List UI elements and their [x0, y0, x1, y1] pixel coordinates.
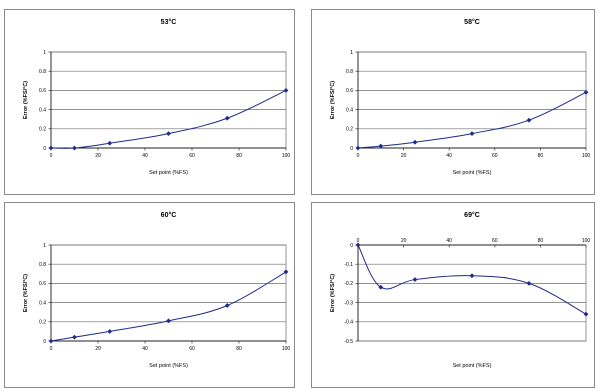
chart-4-ytick-label: -0.2: [344, 281, 353, 287]
chart-4-ylabel: Error (%FS/°C): [330, 274, 336, 312]
chart-4-title: 69°C: [464, 211, 480, 219]
chart-1-data-point: [72, 145, 77, 151]
chart-4-xlabel: Set point (%FS): [453, 363, 492, 369]
chart-1-data-point: [224, 115, 230, 121]
chart-2-series-line: [357, 91, 587, 149]
chart-4-series-line: [357, 244, 587, 315]
chart-1-ytick-label: 0.6: [39, 88, 46, 94]
chart-3-ytick-label: 0.4: [39, 300, 46, 306]
chart-3-ytick-label: 0.6: [39, 281, 46, 287]
chart-4-data-point: [378, 284, 384, 290]
chart-1-xtick-label: 80: [236, 153, 242, 159]
chart-2-data-point: [583, 89, 589, 95]
chart-1-ytick-label: 0.2: [39, 127, 46, 133]
chart-4-ytick-label: -0.3: [344, 300, 353, 306]
chart-panel-4: 69°C -0.5 -0.4 -0.3 -0.2 -0.1 0 0 20 40 60 80 100 Set…: [311, 202, 595, 388]
chart-3-xtick-label: 0: [50, 346, 53, 352]
chart-1-ytick-label: 0.8: [39, 69, 46, 75]
chart-3-title: 60°C: [161, 211, 177, 219]
chart-3-data-point: [283, 269, 289, 275]
chart-1-data-point: [283, 87, 289, 93]
chart-4-ytick-label: -0.5: [344, 339, 353, 345]
chart-2-data-point: [378, 143, 384, 149]
chart-2-ytick-label: 0.4: [346, 107, 353, 113]
chart-1-ytick-label: 0.4: [39, 107, 46, 113]
chart-3-xlabel: Set point (%FS): [149, 363, 188, 369]
chart-4-ytick-label: 0: [350, 243, 353, 249]
chart-4-data-point: [526, 280, 532, 286]
chart-3-xtick-label: 40: [142, 346, 148, 352]
chart-1-xlabel: Set point (%FS): [149, 170, 188, 176]
chart-1-data-point: [166, 131, 171, 137]
chart-2-ytick-label: 0.2: [346, 127, 353, 133]
chart-panel-1: 53°C 0 0.2 0.4 0.6 0.8 1 0 20 40 60 80 100 Set point …: [4, 9, 295, 195]
chart-4-data-point: [355, 242, 361, 248]
chart-1-data-point: [48, 145, 54, 151]
chart-4-xtick-label: 40: [446, 238, 452, 244]
chart-3-xtick-label: 60: [189, 346, 195, 352]
chart-2-xtick-label: 80: [538, 153, 544, 159]
chart-1-xtick-label: 20: [95, 153, 101, 159]
chart-4-ytick-label: -0.4: [344, 320, 353, 326]
chart-3-data-point: [107, 328, 113, 334]
chart-svg-2: 58°C 0 0.2 0.4 0.6 0.8 1 0 20 40 60 80 100 Set point …: [330, 18, 591, 176]
chart-1-ytick-label: 1: [43, 50, 46, 56]
chart-2-ytick-label: 1: [350, 50, 353, 56]
chart-4-data-point: [412, 277, 418, 283]
chart-2-data-point: [526, 117, 532, 123]
chart-2-xtick-label: 60: [492, 153, 498, 159]
chart-3-ytick-label: 0.8: [39, 262, 46, 268]
chart-2-xtick-label: 100: [582, 153, 591, 159]
chart-panel-2: 58°C 0 0.2 0.4 0.6 0.8 1 0 20 40 60 80 100 Set point …: [311, 9, 595, 195]
chart-2-data-point: [469, 131, 475, 137]
chart-2-xtick-label: 40: [446, 153, 452, 159]
chart-svg-1: 53°C 0 0.2 0.4 0.6 0.8 1 0 20 40 60 80 100 Set point …: [23, 18, 291, 176]
chart-1-data-point: [107, 140, 113, 146]
chart-1-ylabel: Error (%FS/°C): [23, 81, 29, 119]
chart-svg-4: 69°C -0.5 -0.4 -0.3 -0.2 -0.1 00 20 40 60 80 100 Set…: [330, 211, 591, 369]
chart-2-xtick-label: 0: [357, 153, 360, 159]
chart-3-xtick-label: 100: [282, 346, 291, 352]
chart-4-data-point: [583, 311, 589, 317]
chart-panel-3: 60°C 0 0.2 0.4 0.6 0.8 1 0 20 40 60 80 100 Set point …: [4, 202, 295, 388]
chart-3-ylabel: Error (%FS/°C): [23, 274, 29, 312]
chart-3-data-point: [166, 318, 171, 324]
chart-2-xlabel: Set point (%FS): [453, 170, 492, 176]
chart-svg-3: 60°C 0 0.2 0.4 0.6 0.8 1 0 20 40 60 80 100 Set point …: [23, 211, 291, 369]
chart-3-xtick-label: 20: [95, 346, 101, 352]
chart-4-xtick-label: 100: [582, 238, 591, 244]
chart-3-ytick-label: 0: [43, 339, 46, 345]
chart-3-data-point: [48, 338, 54, 344]
chart-2-data-point: [355, 145, 361, 151]
chart-2-title: 58°C: [464, 18, 480, 26]
chart-2-ylabel: Error (%FS/°C): [330, 81, 336, 119]
chart-1-xtick-label: 60: [189, 153, 195, 159]
chart-2-data-point: [412, 139, 418, 145]
chart-4-xtick-label: 80: [538, 238, 544, 244]
chart-4-xtick-label: 0: [357, 238, 360, 244]
chart-3-xtick-label: 80: [236, 346, 242, 352]
chart-2-ytick-label: 0.6: [346, 88, 353, 94]
chart-2-ytick-label: 0: [350, 146, 353, 152]
chart-4-ytick-label: -0.1: [344, 262, 353, 268]
chart-3-plot-area: [50, 244, 287, 342]
chart-1-ytick-label: 0: [43, 146, 46, 152]
chart-4-plot-area: [357, 244, 587, 342]
chart-4-xtick-label: 20: [401, 238, 407, 244]
chart-4-xtick-label: 60: [492, 238, 498, 244]
chart-4-data-point: [469, 273, 475, 279]
chart-1-xtick-label: 100: [282, 153, 291, 159]
chart-3-data-point: [72, 334, 77, 340]
chart-2-xtick-label: 20: [401, 153, 407, 159]
chart-3-ytick-label: 0.2: [39, 320, 46, 326]
chart-3-data-point: [224, 302, 230, 308]
chart-1-xtick-label: 40: [142, 153, 148, 159]
chart-1-title: 53°C: [161, 18, 177, 26]
chart-2-ytick-label: 0.8: [346, 69, 353, 75]
chart-1-xtick-label: 0: [50, 153, 53, 159]
chart-3-ytick-label: 1: [43, 243, 46, 249]
